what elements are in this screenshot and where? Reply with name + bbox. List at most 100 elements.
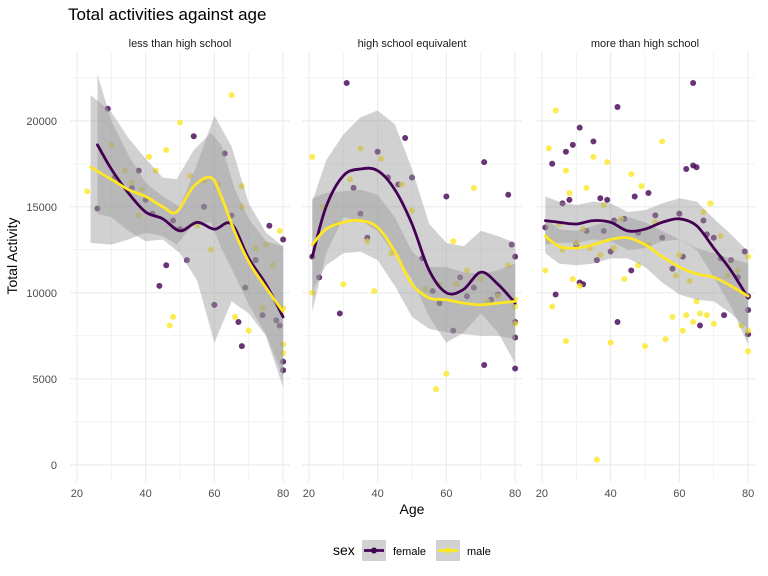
data-point-male: [512, 303, 519, 310]
data-point-male: [232, 313, 238, 320]
y-axis: 0 5000 10000 15000 20000: [26, 116, 57, 472]
data-point-female: [549, 160, 556, 167]
data-point-male: [364, 238, 371, 245]
data-point-male: [453, 281, 460, 288]
data-point-female: [562, 148, 569, 155]
data-point-female: [280, 358, 287, 365]
data-point-male: [228, 92, 235, 98]
data-point-female: [597, 195, 604, 202]
data-point-male: [552, 107, 559, 114]
legend-label-female: female: [393, 546, 426, 558]
data-point-female: [552, 291, 559, 298]
data-point-female: [741, 248, 748, 255]
facet-panel: 20 40 60 80 more than high school: [535, 38, 755, 500]
data-point-male: [724, 272, 731, 279]
data-point-male: [659, 138, 666, 145]
data-point-female: [336, 310, 343, 317]
x-tick-label: 20: [303, 488, 315, 500]
data-point-female: [614, 319, 621, 326]
data-point-male: [409, 207, 415, 214]
data-point-female: [163, 262, 170, 269]
x-axis-label: Age: [400, 501, 425, 517]
data-point-female: [470, 284, 477, 291]
data-point-female: [443, 193, 450, 200]
data-point-female: [512, 253, 519, 260]
data-point-female: [508, 241, 515, 248]
data-point-male: [686, 277, 693, 284]
data-point-male: [378, 155, 385, 162]
confidence-band-male: [90, 95, 284, 378]
data-point-male: [545, 145, 552, 152]
confidence-band-female: [545, 196, 749, 345]
data-point-female: [593, 257, 600, 264]
data-point-female: [512, 334, 519, 341]
confidence-band-female: [312, 110, 516, 364]
data-point-male: [84, 188, 91, 195]
data-point-female: [402, 135, 409, 141]
data-point-male: [576, 282, 583, 289]
data-point-male: [738, 322, 745, 329]
data-point-female: [183, 257, 190, 264]
data-point-female: [542, 224, 549, 231]
data-point-female: [710, 234, 717, 241]
data-point-female: [512, 365, 519, 372]
data-point-female: [481, 362, 488, 369]
x-tick-label: 80: [742, 488, 754, 500]
legend-label-male: male: [467, 546, 491, 558]
smooth-line-female: [96, 143, 285, 319]
data-point-female: [659, 234, 666, 241]
facet-panel: 20 40 60 80 less than high school: [70, 38, 290, 500]
data-point-male: [734, 267, 741, 274]
data-point-female: [276, 322, 283, 329]
data-point-male: [604, 159, 611, 166]
data-point-female: [700, 217, 707, 224]
data-point-female: [266, 222, 273, 229]
data-point-male: [238, 183, 245, 190]
data-point-male: [679, 327, 686, 334]
data-point-male: [309, 153, 316, 160]
data-point-female: [697, 322, 703, 329]
data-point-male: [245, 327, 252, 334]
data-point-male: [477, 276, 484, 283]
data-point-male: [422, 286, 429, 293]
data-point-male: [707, 200, 714, 207]
data-point-male: [340, 281, 347, 288]
data-point-male: [642, 343, 648, 350]
data-point-female: [464, 293, 470, 300]
data-point-male: [433, 386, 440, 393]
data-point-female: [211, 301, 218, 308]
data-point-female: [745, 307, 752, 313]
data-point-male: [562, 167, 569, 174]
x-tick-label: 40: [372, 488, 384, 500]
data-point-female: [590, 138, 597, 145]
data-point-female: [238, 343, 245, 350]
data-point-female: [450, 327, 457, 334]
data-point-male: [669, 313, 676, 320]
data-point-male: [347, 176, 354, 183]
y-tick-label: 15000: [26, 202, 57, 214]
data-point-female: [505, 191, 512, 198]
data-point-male: [593, 456, 600, 463]
data-point-female: [436, 300, 443, 307]
data-point-female: [600, 227, 607, 234]
data-point-female: [631, 193, 638, 200]
x-tick-label: 40: [605, 488, 617, 500]
data-point-male: [135, 212, 142, 219]
data-point-male: [122, 167, 128, 174]
data-point-male: [494, 293, 501, 300]
data-point-male: [170, 313, 177, 320]
data-point-female: [156, 282, 163, 289]
data-point-male: [617, 215, 624, 222]
facet-panels: 20 40 60 80 less than high school 20 40 60 80 hig…: [70, 38, 755, 500]
facet-label: more than high school: [591, 38, 699, 50]
data-point-female: [569, 141, 576, 148]
x-tick-label: 20: [536, 488, 548, 500]
confidence-band-female: [97, 74, 284, 388]
data-point-female: [614, 104, 621, 111]
smooth-line-male: [543, 234, 750, 298]
data-point-male: [710, 320, 717, 327]
data-point-male: [276, 227, 283, 234]
data-point-male: [745, 327, 752, 334]
legend: sex female male: [333, 540, 491, 561]
data-point-female: [683, 165, 690, 172]
